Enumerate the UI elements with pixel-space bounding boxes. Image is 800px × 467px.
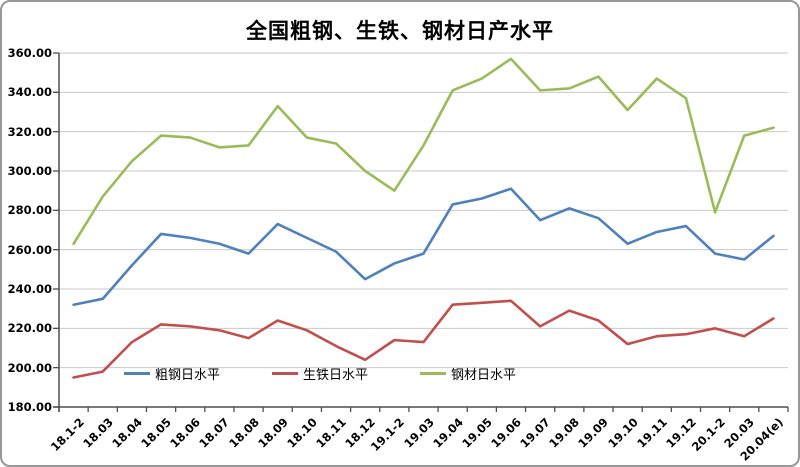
y-axis-label: 320.00	[7, 124, 52, 139]
legend-label-steel-products: 钢材日水平	[451, 368, 517, 383]
legend-item-pig-iron: 生铁日水平	[272, 364, 368, 383]
y-axis-label: 240.00	[7, 282, 52, 296]
y-axis-label: 220.00	[7, 321, 52, 336]
chart-title: 全国粗钢、生铁、钢材日产水平	[246, 19, 554, 43]
crude-steel-daily-line	[72, 187, 775, 307]
legend-label-crude-steel: 粗钢日水平	[155, 368, 221, 383]
y-axis-label: 200.00	[7, 360, 52, 375]
legend-item-steel-products: 钢材日水平	[420, 364, 516, 383]
y-axis-label: 360.00	[7, 46, 52, 60]
y-axis-label: 280.00	[7, 203, 52, 218]
y-axis-label: 180.00	[7, 400, 52, 414]
y-axis-label: 340.00	[7, 85, 52, 100]
legend: 粗钢日水平 生铁日水平 钢材日水平	[124, 364, 516, 383]
pig-iron-line-key-icon	[272, 372, 299, 375]
y-axis-label: 300.00	[7, 164, 52, 178]
steel-products-line-key-icon	[420, 372, 447, 375]
legend-item-crude-steel: 粗钢日水平	[124, 364, 220, 383]
crude-steel-line-key-icon	[124, 372, 150, 375]
pig-iron-daily-line	[72, 299, 775, 379]
steel-products-daily-line	[72, 57, 775, 246]
y-axis-label: 260.00	[7, 242, 52, 257]
legend-label-pig-iron: 生铁日水平	[303, 368, 369, 383]
